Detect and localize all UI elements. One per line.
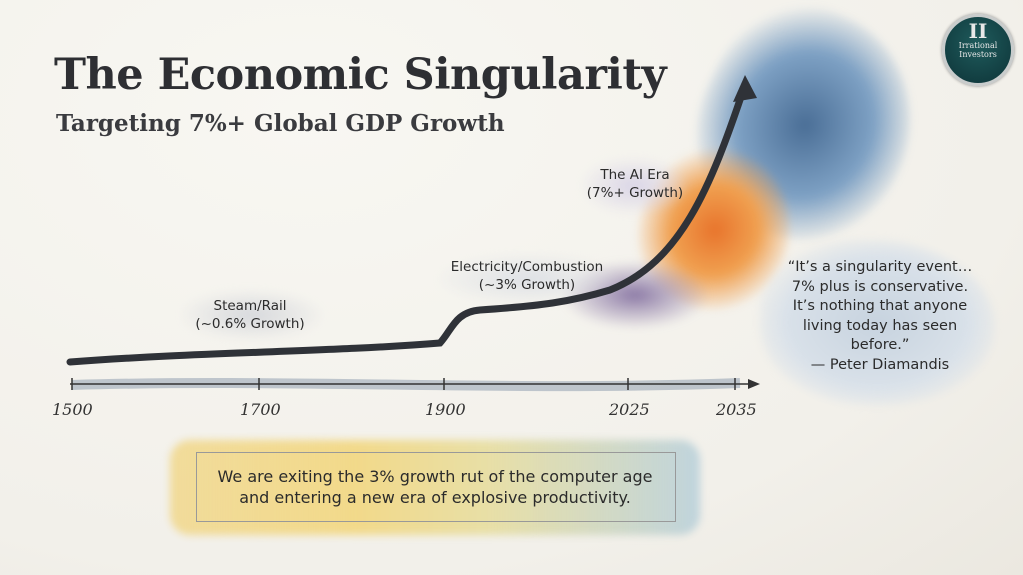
- tick-label: 1900: [425, 400, 466, 419]
- era-growth: (~3% Growth): [478, 277, 576, 293]
- era-label-ai: The AI Era (7%+ Growth): [580, 166, 690, 202]
- banner-line: and entering a new era of explosive prod…: [239, 488, 631, 507]
- era-label-steam: Steam/Rail (~0.6% Growth): [180, 297, 320, 333]
- quote-wash: [760, 240, 995, 405]
- ai-label-wash: [582, 158, 687, 214]
- era-name: Steam/Rail: [213, 298, 287, 314]
- quote: “It’s a singularity event… 7% plus is co…: [770, 258, 990, 375]
- tick-label: 2035: [716, 400, 757, 419]
- arrow-head: [733, 75, 757, 102]
- logo-name-line2: Investors: [959, 50, 997, 59]
- banner-frame: [196, 452, 676, 522]
- logo-mark: II: [968, 19, 988, 43]
- era-growth: (7%+ Growth): [586, 185, 684, 201]
- quote-line: 7% plus is conservative.: [791, 278, 969, 295]
- steam-label-wash: [182, 290, 322, 340]
- page-title: The Economic Singularity: [54, 50, 667, 100]
- banner-message: We are exiting the 3% growth rut of the …: [196, 466, 674, 508]
- page-subtitle: Targeting 7%+ Global GDP Growth: [56, 110, 505, 137]
- era-name: The AI Era: [600, 167, 670, 183]
- era-growth: (~0.6% Growth): [195, 316, 305, 332]
- quote-line: It’s nothing that anyone: [792, 298, 968, 314]
- growth-curve: [66, 81, 749, 366]
- banner-line: We are exiting the 3% growth rut of the …: [217, 467, 653, 486]
- quote-line: living today has seen: [802, 317, 958, 334]
- axis-arrow: [748, 379, 760, 389]
- tick-label: 1700: [240, 400, 281, 419]
- tick-label: 2025: [609, 400, 650, 419]
- quote-line: “It’s a singularity event…: [787, 259, 973, 275]
- quote-line: before.”: [850, 337, 910, 353]
- era-name: Electricity/Combustion: [450, 259, 604, 275]
- logo-name-line1: Irrational: [958, 41, 998, 50]
- banner-wash: [170, 440, 700, 535]
- era-label-electricity: Electricity/Combustion (~3% Growth): [432, 258, 622, 294]
- quote-attribution: — Peter Diamandis: [810, 356, 950, 373]
- brand-logo: II Irrational Investors: [942, 14, 1014, 86]
- tick-label: 1500: [52, 400, 93, 419]
